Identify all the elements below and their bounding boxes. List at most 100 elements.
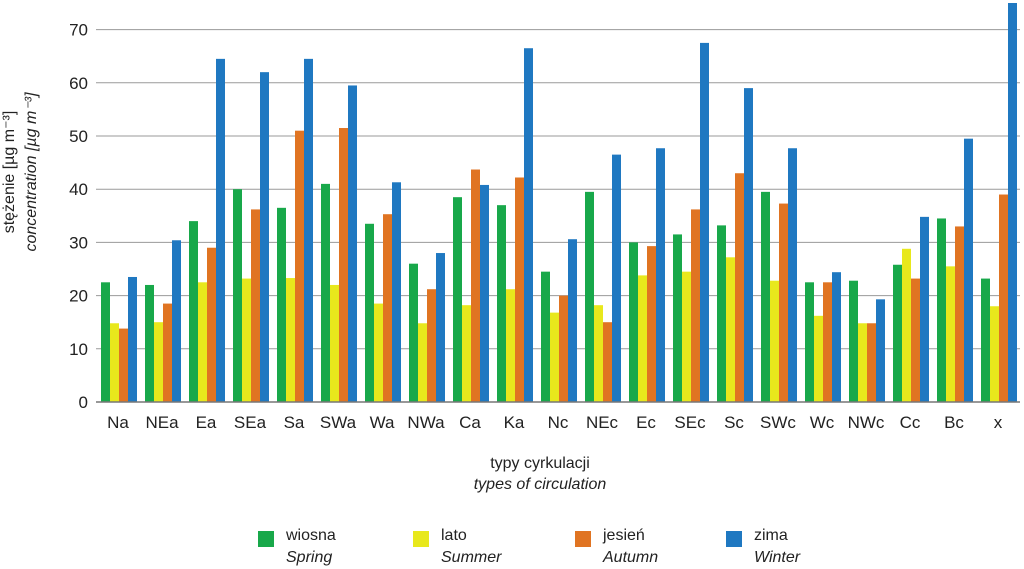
bar-summer-SEa [242, 278, 251, 402]
x-tick-label: Sc [724, 413, 744, 432]
bar-autumn-SEc [691, 209, 700, 402]
x-tick-label: Ec [636, 413, 656, 432]
bar-spring-SWc [761, 191, 770, 402]
bar-autumn-Nc [559, 295, 568, 402]
bar-spring-NEc [585, 191, 594, 402]
x-tick-label: Ka [504, 413, 525, 432]
bar-winter-NEc [612, 154, 621, 402]
bar-winter-SWa [348, 85, 357, 403]
bar-autumn-Ec [647, 246, 656, 402]
bar-winter-Cc [920, 216, 929, 402]
bar-summer-NEc [594, 305, 603, 402]
bar-spring-NEa [145, 284, 154, 402]
y-axis-title-en: concentration [µg m⁻³] [23, 92, 40, 252]
bar-autumn-NEa [163, 303, 172, 402]
x-axis-title-en: types of circulation [474, 476, 607, 493]
bar-winter-SEc [700, 42, 709, 403]
x-tick-label: SEa [234, 413, 267, 432]
legend-label-winter: zima [754, 527, 788, 544]
bar-summer-Ca [462, 305, 471, 402]
y-tick-label: 50 [69, 127, 88, 146]
x-axis-title: typy cyrkulacji [490, 455, 590, 472]
x-tick-label: Ca [459, 413, 481, 432]
x-tick-label: Wa [370, 413, 395, 432]
x-axis-ticks: Na NEa Ea SEa Sa SWa Wa NWa Ca Ka Nc NEc Ec SEc Sc SWc W… [107, 413, 1003, 432]
bar-summer-Na [110, 323, 119, 402]
x-tick-label: NEc [586, 413, 619, 432]
bar-spring-Wa [365, 223, 374, 402]
bar-autumn-Ea [207, 247, 216, 402]
legend-label-spring-en: Spring [286, 549, 333, 566]
y-axis-ticks: 0 10 20 30 40 50 60 70 [69, 21, 88, 412]
bar-winter-NWa [436, 253, 445, 402]
bar-summer-SWc [770, 280, 779, 402]
legend-label-summer: lato [441, 527, 467, 544]
bar-winter-Ka [524, 48, 533, 402]
y-tick-label: 10 [69, 340, 88, 359]
bar-winter-x [1008, 3, 1017, 402]
bar-winter-Nc [568, 239, 577, 402]
bar-autumn-NEc [603, 322, 612, 402]
x-tick-label: NEa [145, 413, 179, 432]
bar-autumn-Sc [735, 173, 744, 402]
bar-spring-SWa [321, 183, 330, 402]
bar-summer-Nc [550, 312, 559, 402]
bar-winter-Wc [832, 272, 841, 402]
x-tick-label: x [994, 413, 1003, 432]
y-tick-label: 70 [69, 21, 88, 40]
bar-spring-x [981, 278, 990, 402]
x-tick-label: Wc [810, 413, 835, 432]
bar-spring-Nc [541, 271, 550, 402]
legend-swatch-autumn [575, 531, 591, 547]
y-tick-label: 40 [69, 180, 88, 199]
bar-winter-Na [128, 276, 137, 402]
bar-summer-Ec [638, 275, 647, 402]
x-tick-label: NWc [848, 413, 885, 432]
y-axis-title: stężenie [µg m⁻³] [1, 111, 18, 234]
legend-swatch-summer [413, 531, 429, 547]
bar-summer-Bc [946, 266, 955, 402]
bar-spring-SEa [233, 189, 242, 402]
bar-autumn-Ca [471, 169, 480, 402]
bar-summer-Sc [726, 257, 735, 402]
legend-label-autumn-en: Autumn [603, 549, 659, 566]
bar-winter-SWc [788, 148, 797, 402]
x-tick-label: SEc [674, 413, 706, 432]
legend-label-autumn: jesień [603, 527, 645, 544]
bar-spring-Bc [937, 218, 946, 402]
bar-winter-Ea [216, 58, 225, 403]
bar-spring-SEc [673, 234, 682, 402]
bar-autumn-x [999, 194, 1008, 402]
bar-winter-SEa [260, 72, 269, 402]
bar-autumn-Ka [515, 177, 524, 402]
bar-winter-Wa [392, 182, 401, 402]
legend-swatch-winter [726, 531, 742, 547]
bar-spring-Cc [893, 264, 902, 402]
bar-spring-Ea [189, 221, 198, 402]
bar-spring-Wc [805, 282, 814, 402]
y-tick-label: 30 [69, 233, 88, 252]
bar-winter-Ca [480, 184, 489, 402]
legend-label-spring: wiosna [286, 527, 336, 544]
bar-spring-NWa [409, 263, 418, 402]
bar-summer-Cc [902, 248, 911, 402]
bar-summer-NWa [418, 323, 427, 402]
bar-spring-Ca [453, 197, 462, 402]
bar-autumn-NWa [427, 289, 436, 402]
bar-summer-NEa [154, 322, 163, 402]
bar-winter-NWc [876, 299, 885, 402]
bar-summer-Wc [814, 315, 823, 402]
bar-autumn-SWa [339, 128, 348, 402]
bar-winter-Sc [744, 88, 753, 403]
bar-autumn-Wa [383, 214, 392, 402]
bar-spring-Ka [497, 205, 506, 402]
x-tick-label: Sa [284, 413, 305, 432]
legend-swatch-spring [258, 531, 274, 547]
bar-autumn-SEa [251, 209, 260, 402]
bar-autumn-Bc [955, 226, 964, 402]
bar-autumn-Wc [823, 282, 832, 402]
x-tick-label: SWa [320, 413, 357, 432]
x-tick-label: Nc [548, 413, 569, 432]
x-tick-label: Ea [196, 413, 217, 432]
bars [101, 3, 1017, 403]
